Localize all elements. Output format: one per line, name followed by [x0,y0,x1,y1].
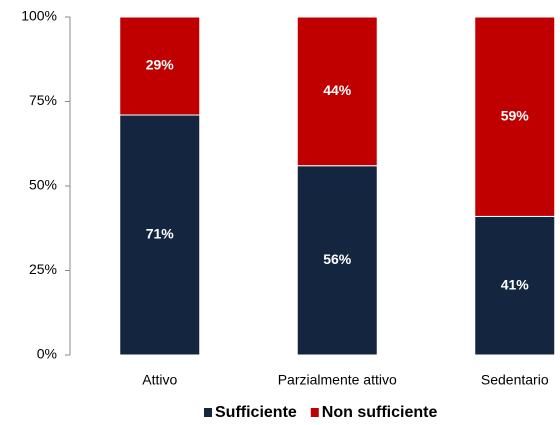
value-label: 44% [323,82,352,98]
bar-segment [474,16,556,217]
value-label: 29% [146,57,175,73]
x-tick-label: Parzialmente attivo [278,372,397,388]
bar-segment [296,165,378,356]
value-label: 41% [501,276,530,292]
value-label: 71% [146,226,175,242]
x-tick-label: Sedentario [481,372,549,388]
legend-label: Non sufficiente [322,404,438,421]
legend-swatch [204,408,212,417]
y-tick-label: 50% [29,177,57,193]
value-label: 59% [501,107,530,123]
value-label: 56% [323,251,352,267]
x-tick-label: Attivo [142,372,177,388]
y-tick-label: 25% [29,261,57,277]
bar-segment [119,114,201,356]
legend-swatch [310,408,319,417]
bar-segment [119,16,201,116]
y-tick-label: 75% [29,92,57,108]
bar-segment [474,215,556,356]
y-tick-label: 100% [21,8,57,24]
legend-label: Sufficiente [215,404,297,421]
bar-segment [296,16,378,167]
y-tick-label: 0% [37,346,57,362]
